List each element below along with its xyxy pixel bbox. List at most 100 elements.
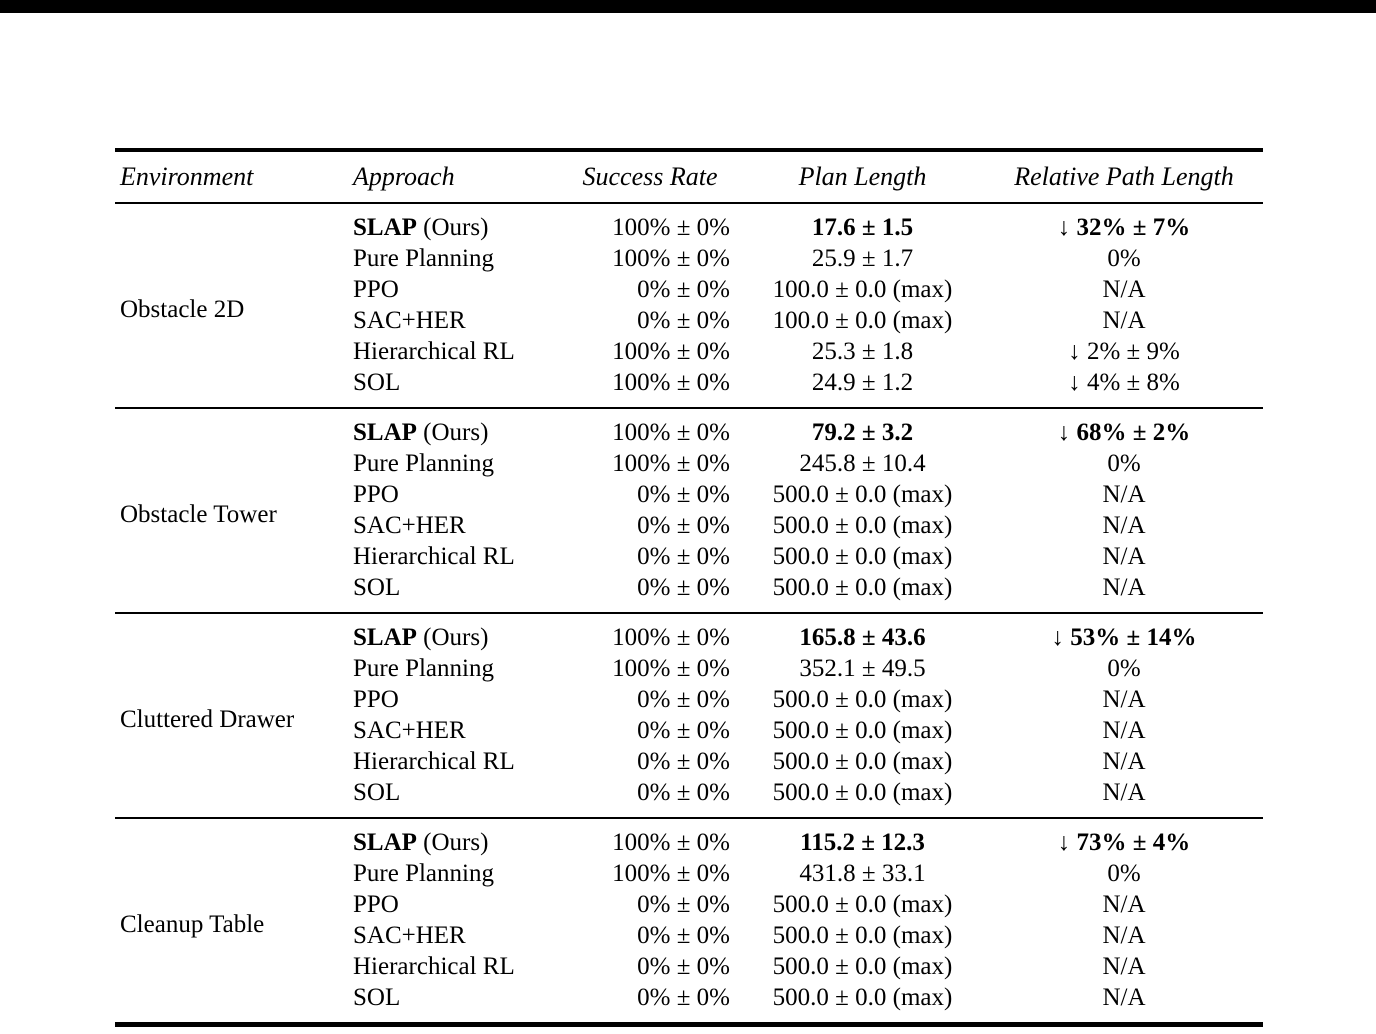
success-rate-cell: 0% ± 0% — [637, 891, 730, 918]
success-rate-cell: 0% ± 0% — [637, 779, 730, 806]
plan-length-cell: 245.8 ± 10.4 — [799, 450, 926, 477]
approach-name: Pure Planning — [353, 450, 494, 477]
relative-path-length-cell: N/A — [1102, 891, 1146, 918]
table-row: Pure Planning 100% ± 0% 431.8 ± 33.1 0% — [115, 858, 1263, 889]
approach-name: PPO — [353, 481, 399, 508]
table-row: SAC+HER 0% ± 0% 500.0 ± 0.0 (max) N/A — [115, 510, 1263, 541]
plan-length-cell: 100.0 ± 0.0 (max) — [772, 307, 953, 334]
success-rate-cell: 0% ± 0% — [637, 686, 730, 713]
plan-length-cell: 115.2 ± 12.3 — [740, 817, 985, 858]
relative-path-length-cell: N/A — [1102, 512, 1146, 539]
plan-length-cell: 352.1 ± 49.5 — [799, 655, 926, 682]
top-black-bar — [0, 0, 1376, 13]
relative-path-length-cell: ↓ 53% ± 14% — [985, 612, 1263, 653]
environment-group: Cleanup Table SLAP (Ours) 100% ± 0% 115.2 ±… — [115, 817, 1263, 1025]
success-rate-cell: 100% ± 0% — [612, 450, 730, 477]
approach-suffix: (Ours) — [416, 829, 489, 856]
table-row: Hierarchical RL 0% ± 0% 500.0 ± 0.0 (max) N… — [115, 541, 1263, 572]
success-rate-cell: 100% ± 0% — [612, 369, 730, 396]
plan-length-cell: 100.0 ± 0.0 (max) — [772, 276, 953, 303]
column-header-approach: Approach — [345, 150, 560, 204]
plan-length-cell: 500.0 ± 0.0 (max) — [772, 953, 953, 980]
approach-cell: Pure Planning — [345, 858, 560, 889]
table-row: SOL 0% ± 0% 500.0 ± 0.0 (max) N/A — [115, 777, 1263, 818]
approach-suffix: (Ours) — [416, 624, 489, 651]
relative-path-length-cell: 0% — [1107, 655, 1141, 682]
table-row: SAC+HER 0% ± 0% 500.0 ± 0.0 (max) N/A — [115, 920, 1263, 951]
plan-length-cell: 500.0 ± 0.0 (max) — [772, 574, 953, 601]
success-rate-cell: 0% ± 0% — [637, 922, 730, 949]
approach-cell: SOL — [345, 572, 560, 613]
results-table: Environment Approach Success Rate Plan L… — [115, 148, 1263, 1027]
success-rate-cell: 0% ± 0% — [637, 307, 730, 334]
relative-path-length-cell: ↓ 32% ± 7% — [985, 202, 1263, 243]
success-rate-cell: 100% ± 0% — [560, 612, 740, 653]
success-rate-cell: 100% ± 0% — [612, 245, 730, 272]
column-header-plan-length: Plan Length — [740, 150, 985, 204]
success-rate-cell: 0% ± 0% — [637, 574, 730, 601]
plan-length-cell: 500.0 ± 0.0 (max) — [772, 481, 953, 508]
environment-group: Obstacle 2D SLAP (Ours) 100% ± 0% 17.6 ± 1.… — [115, 202, 1263, 408]
approach-cell: Pure Planning — [345, 448, 560, 479]
plan-length-cell: 431.8 ± 33.1 — [799, 860, 926, 887]
approach-name: SAC+HER — [353, 717, 466, 744]
success-rate-cell: 100% ± 0% — [612, 338, 730, 365]
approach-name: PPO — [353, 686, 399, 713]
success-rate-cell: 0% ± 0% — [637, 717, 730, 744]
plan-length-cell: 500.0 ± 0.0 (max) — [772, 717, 953, 744]
plan-length-cell: 500.0 ± 0.0 (max) — [772, 543, 953, 570]
approach-name: Pure Planning — [353, 655, 494, 682]
relative-path-length-cell: N/A — [1102, 748, 1146, 775]
table-header: Environment Approach Success Rate Plan L… — [115, 150, 1263, 204]
approach-name: Hierarchical RL — [353, 543, 515, 570]
approach-cell: SAC+HER — [345, 305, 560, 336]
success-rate-cell: 100% ± 0% — [560, 817, 740, 858]
approach-name: SLAP — [353, 419, 417, 446]
table-row: Pure Planning 100% ± 0% 245.8 ± 10.4 0% — [115, 448, 1263, 479]
approach-name: SOL — [353, 574, 401, 601]
table-row: Pure Planning 100% ± 0% 352.1 ± 49.5 0% — [115, 653, 1263, 684]
approach-cell: Hierarchical RL — [345, 951, 560, 982]
plan-length-cell: 500.0 ± 0.0 (max) — [772, 748, 953, 775]
approach-cell: Hierarchical RL — [345, 336, 560, 367]
header-row: Environment Approach Success Rate Plan L… — [115, 150, 1263, 204]
table-row: Obstacle Tower SLAP (Ours) 100% ± 0% 79.2 ±… — [115, 407, 1263, 613]
plan-length-cell: 165.8 ± 43.6 — [740, 612, 985, 653]
approach-name: SLAP — [353, 624, 417, 651]
relative-path-length-cell: N/A — [1102, 984, 1146, 1011]
column-header-environment: Environment — [115, 150, 345, 204]
column-header-success-rate: Success Rate — [560, 150, 740, 204]
approach-suffix: (Ours) — [416, 214, 489, 241]
environment-group: Cluttered Drawer SLAP (Ours) 100% ± 0% 165.… — [115, 612, 1263, 818]
success-rate-cell: 0% ± 0% — [637, 543, 730, 570]
approach-cell: SOL — [345, 367, 560, 408]
plan-length-cell: 500.0 ± 0.0 (max) — [772, 779, 953, 806]
success-rate-cell: 0% ± 0% — [637, 512, 730, 539]
table-row: PPO 0% ± 0% 100.0 ± 0.0 (max) N/A — [115, 274, 1263, 305]
approach-name: SAC+HER — [353, 307, 466, 334]
approach-name: Hierarchical RL — [353, 748, 515, 775]
relative-path-length-cell: N/A — [1102, 779, 1146, 806]
approach-cell: SLAP (Ours) — [345, 202, 560, 243]
approach-name: Hierarchical RL — [353, 953, 515, 980]
approach-name: Pure Planning — [353, 245, 494, 272]
table-row: Pure Planning 100% ± 0% 25.9 ± 1.7 0% — [115, 243, 1263, 274]
environment-cell: Obstacle 2D — [115, 202, 345, 408]
table-row: Hierarchical RL 0% ± 0% 500.0 ± 0.0 (max) N… — [115, 746, 1263, 777]
table-row: Hierarchical RL 100% ± 0% 25.3 ± 1.8 ↓ 2% ±… — [115, 336, 1263, 367]
table-row: SOL 0% ± 0% 500.0 ± 0.0 (max) N/A — [115, 572, 1263, 613]
table-row: PPO 0% ± 0% 500.0 ± 0.0 (max) N/A — [115, 684, 1263, 715]
table-row: SOL 0% ± 0% 500.0 ± 0.0 (max) N/A — [115, 982, 1263, 1025]
relative-path-length-cell: N/A — [1102, 543, 1146, 570]
success-rate-cell: 100% ± 0% — [612, 860, 730, 887]
plan-length-cell: 500.0 ± 0.0 (max) — [772, 686, 953, 713]
table-row: Hierarchical RL 0% ± 0% 500.0 ± 0.0 (max) N… — [115, 951, 1263, 982]
approach-cell: SAC+HER — [345, 715, 560, 746]
plan-length-cell: 500.0 ± 0.0 (max) — [772, 891, 953, 918]
approach-cell: SLAP (Ours) — [345, 407, 560, 448]
relative-path-length-cell: N/A — [1102, 922, 1146, 949]
table-row: SAC+HER 0% ± 0% 100.0 ± 0.0 (max) N/A — [115, 305, 1263, 336]
approach-name: SLAP — [353, 214, 417, 241]
success-rate-cell: 0% ± 0% — [637, 953, 730, 980]
relative-path-length-cell: N/A — [1102, 717, 1146, 744]
